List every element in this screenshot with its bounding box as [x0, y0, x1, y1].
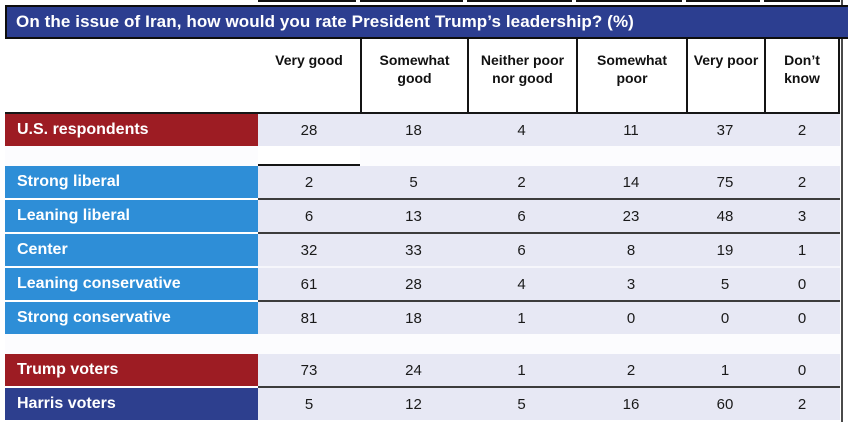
value-cell: 0 — [576, 300, 686, 334]
value-cell: 28 — [360, 266, 467, 300]
value-cell: 1 — [686, 354, 764, 386]
value-cell: 2 — [764, 166, 840, 198]
value-cell: 12 — [360, 386, 467, 420]
value-cell: 23 — [576, 198, 686, 232]
value-cell: 5 — [467, 386, 576, 420]
value-cell: 0 — [764, 354, 840, 386]
value-cell: 1 — [764, 232, 840, 266]
table-row: Strong liberal 2 5 2 14 75 2 — [5, 166, 840, 198]
table-row: Strong conservative 81 18 1 0 0 0 — [5, 300, 840, 334]
table-row: Trump voters 73 24 1 2 1 0 — [5, 354, 840, 386]
table-title: On the issue of Iran, how would you rate… — [5, 5, 848, 39]
row-gap — [5, 146, 840, 166]
value-cell: 81 — [258, 300, 360, 334]
column-header-very-good: Very good — [275, 52, 343, 68]
table-body: U.S. respondents 28 18 4 11 37 2 Strong liberal… — [5, 114, 840, 420]
row-label: Strong liberal — [5, 166, 258, 198]
value-cell: 75 — [686, 166, 764, 198]
value-cell: 19 — [686, 232, 764, 266]
row-label: Trump voters — [5, 354, 258, 386]
column-header-very-poor: Very poor — [686, 39, 764, 112]
value-cell: 2 — [467, 166, 576, 198]
header-spacer — [5, 39, 258, 112]
header-bottom-border — [5, 112, 840, 114]
value-cell: 48 — [686, 198, 764, 232]
value-cell: 5 — [258, 386, 360, 420]
value-cell: 0 — [764, 266, 840, 300]
value-cell: 24 — [360, 354, 467, 386]
row-label: U.S. respondents — [5, 114, 258, 146]
table-row: Leaning liberal 6 13 6 23 48 3 — [5, 198, 840, 232]
value-cell: 13 — [360, 198, 467, 232]
value-cell: 18 — [360, 114, 467, 146]
value-cell: 73 — [258, 354, 360, 386]
column-header-somewhat-good: Somewhat good — [360, 39, 467, 112]
value-cell: 2 — [764, 114, 840, 146]
table-header-row: Very good Somewhat good Neither poor nor… — [5, 39, 840, 112]
value-cell: 6 — [258, 198, 360, 232]
row-gap — [5, 334, 840, 354]
table-row: Center 32 33 6 8 19 1 — [5, 232, 840, 266]
column-header-somewhat-poor: Somewhat poor — [576, 39, 686, 112]
table-right-border — [841, 0, 843, 422]
value-cell: 5 — [360, 166, 467, 198]
value-cell: 2 — [764, 386, 840, 420]
value-cell: 1 — [467, 300, 576, 334]
value-cell: 3 — [576, 266, 686, 300]
row-label: Center — [5, 232, 258, 266]
value-cell: 33 — [360, 232, 467, 266]
table-row: Harris voters 5 12 5 16 60 2 — [5, 386, 840, 420]
value-cell: 6 — [467, 232, 576, 266]
value-cell: 61 — [258, 266, 360, 300]
gap-artifact — [258, 146, 360, 166]
row-label: Leaning conservative — [5, 266, 258, 300]
value-cell: 2 — [258, 166, 360, 198]
value-cell: 2 — [576, 354, 686, 386]
table-row: U.S. respondents 28 18 4 11 37 2 — [5, 114, 840, 146]
column-header-neither-poor-nor-good: Neither poor nor good — [467, 39, 576, 112]
value-cell: 28 — [258, 114, 360, 146]
value-cell: 32 — [258, 232, 360, 266]
value-cell: 14 — [576, 166, 686, 198]
column-header-dont-know: Don’t know — [764, 39, 840, 112]
value-cell: 4 — [467, 114, 576, 146]
row-label: Strong conservative — [5, 300, 258, 334]
value-cell: 0 — [764, 300, 840, 334]
value-cell: 4 — [467, 266, 576, 300]
value-cell: 6 — [467, 198, 576, 232]
value-cell: 11 — [576, 114, 686, 146]
value-cell: 37 — [686, 114, 764, 146]
value-cell: 5 — [686, 266, 764, 300]
value-cell: 16 — [576, 386, 686, 420]
value-cell: 8 — [576, 232, 686, 266]
value-cell: 18 — [360, 300, 467, 334]
table-top-border — [258, 0, 840, 2]
row-label: Harris voters — [5, 386, 258, 420]
value-cell: 60 — [686, 386, 764, 420]
value-cell: 0 — [686, 300, 764, 334]
row-label: Leaning liberal — [5, 198, 258, 232]
value-cell: 1 — [467, 354, 576, 386]
table-row: Leaning conservative 61 28 4 3 5 0 — [5, 266, 840, 300]
value-cell: 3 — [764, 198, 840, 232]
